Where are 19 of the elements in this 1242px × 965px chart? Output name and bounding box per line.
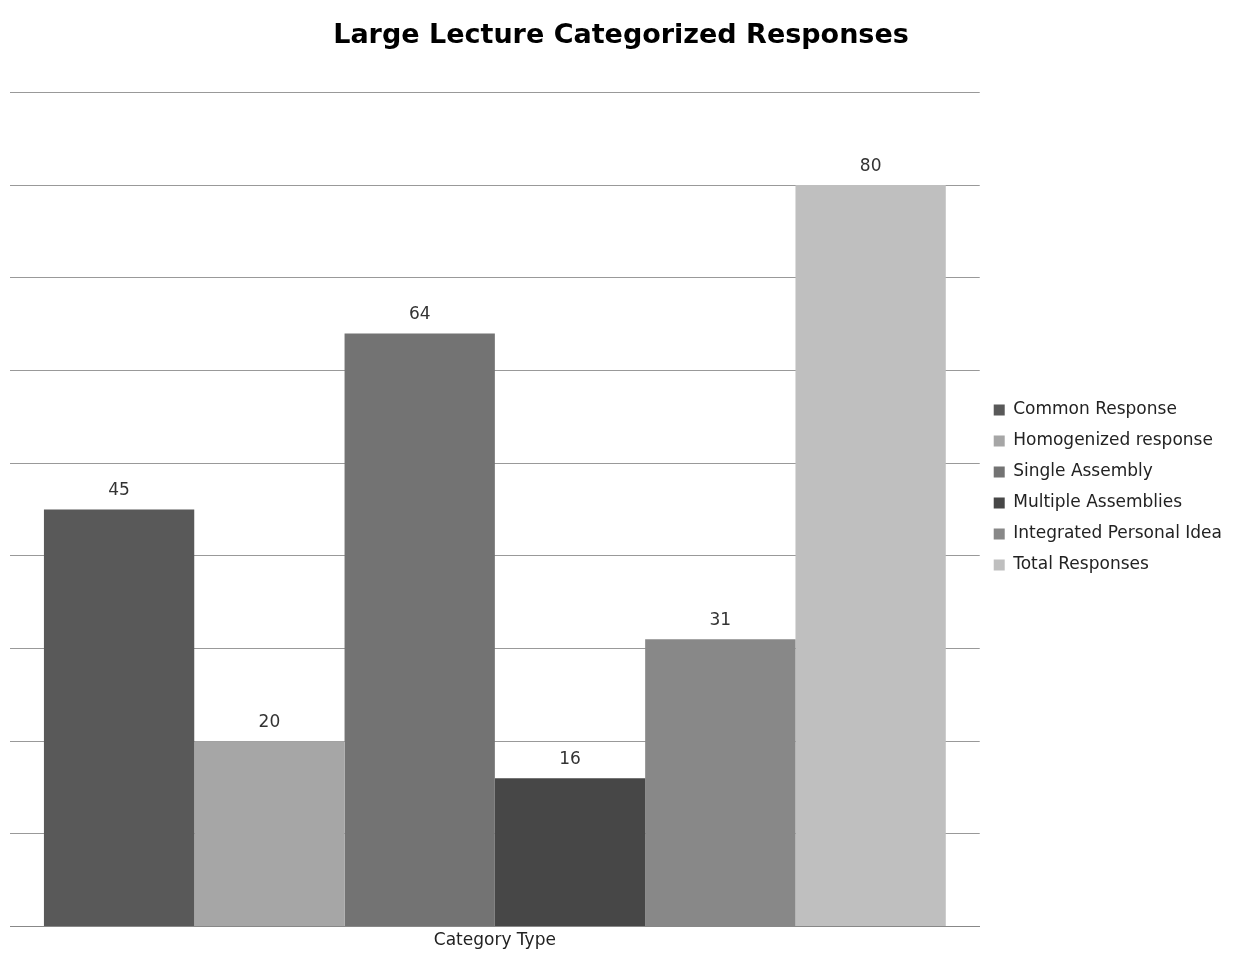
legend-label: Total Responses: [1012, 553, 1149, 574]
data-label: 45: [108, 479, 130, 500]
bar: [795, 185, 946, 927]
legend-label: Multiple Assemblies: [1013, 491, 1183, 512]
data-label: 20: [258, 711, 281, 732]
bar: [194, 741, 345, 927]
bar: [43, 509, 195, 927]
data-label: 16: [559, 748, 581, 769]
bar: [494, 778, 646, 927]
bar: [344, 333, 495, 927]
data-label: 64: [408, 303, 431, 324]
legend-label: Integrated Personal Idea: [1013, 522, 1222, 543]
chart-title: Large Lecture Categorized Responses: [333, 18, 909, 50]
legend-label: Common Response: [1013, 398, 1177, 419]
data-label: 31: [709, 609, 732, 630]
data-label: 80: [859, 155, 882, 176]
x-axis-title: Category Type: [433, 929, 556, 950]
legend-label: Single Assembly: [1013, 460, 1153, 481]
legend-label: Homogenized response: [1013, 429, 1213, 450]
